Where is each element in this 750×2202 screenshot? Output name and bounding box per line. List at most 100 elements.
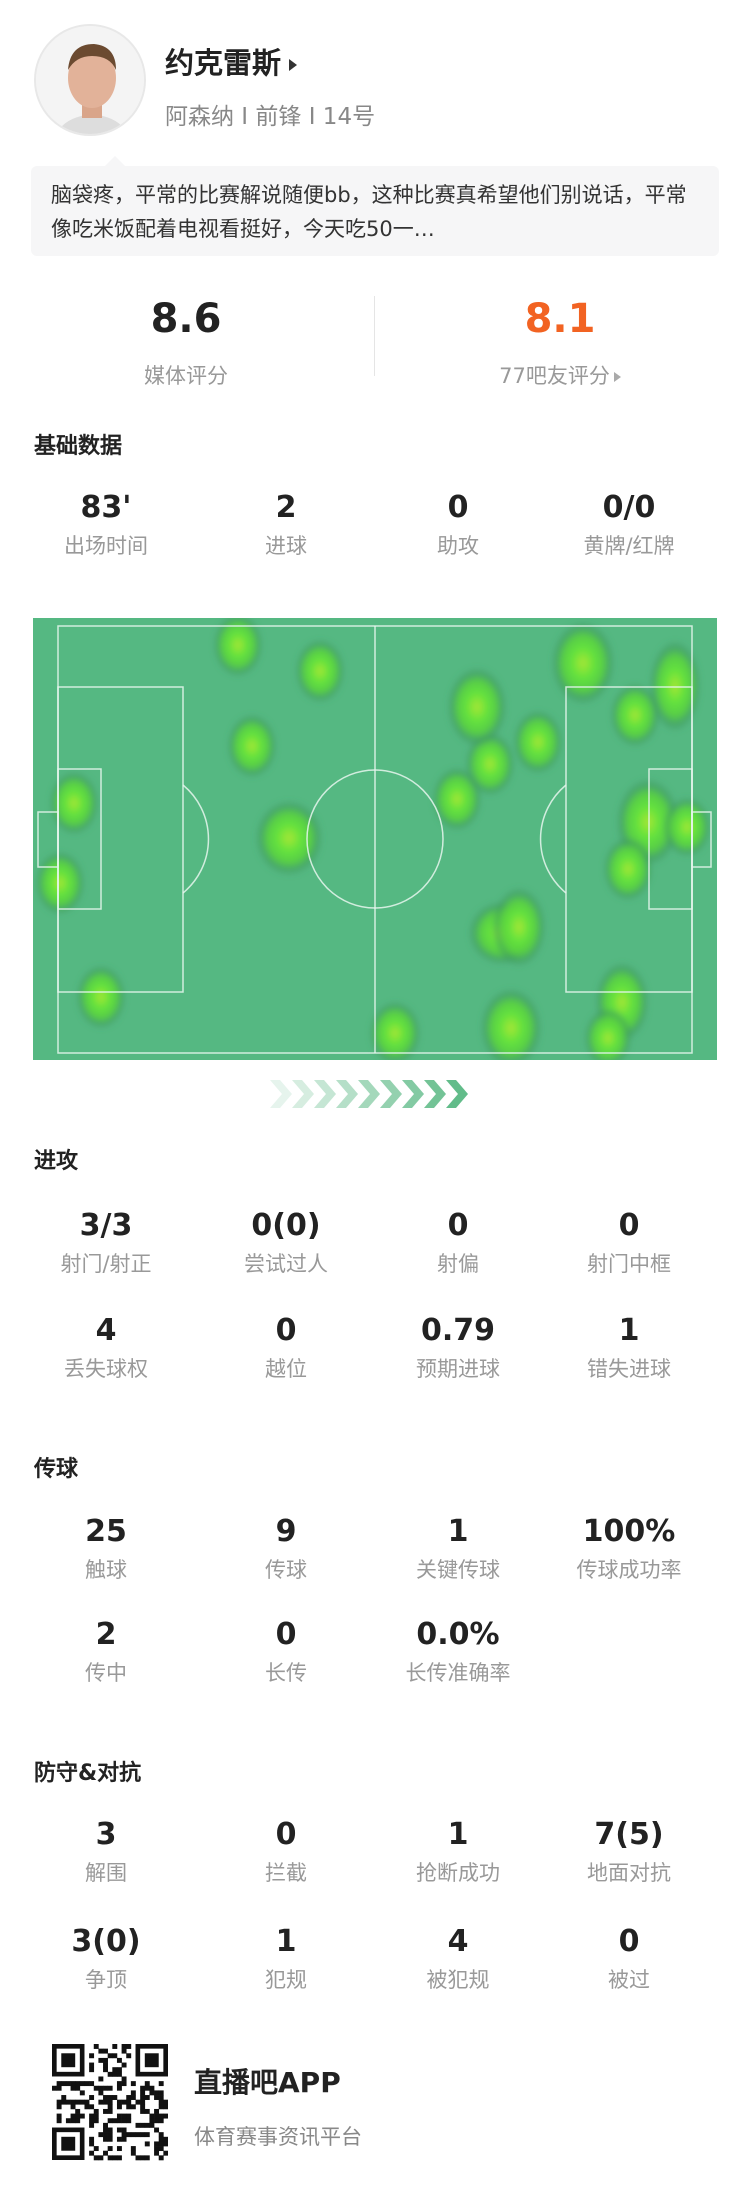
stat-value: 25 — [85, 1514, 127, 1549]
stat-value: 9 — [275, 1514, 297, 1549]
stat-item: 0/0 黄牌/红牌 — [544, 490, 714, 562]
stat-label: 被犯规 — [426, 1968, 490, 1992]
player-avatar[interactable] — [34, 24, 146, 136]
stat-label: 射偏 — [437, 1252, 479, 1276]
stat-label: 越位 — [265, 1357, 307, 1381]
heat-spot — [76, 965, 126, 1029]
stat-value: 7(5) — [594, 1817, 664, 1852]
chevron-right-icon — [270, 1080, 292, 1108]
stat-item: 0.0% 长传准确率 — [373, 1617, 543, 1689]
stat-item: 83' 出场时间 — [21, 490, 191, 562]
stat-value: 0 — [447, 490, 469, 525]
chevron-right-icon — [446, 1080, 468, 1108]
heat-spot — [35, 851, 85, 915]
chevron-right-icon — [380, 1080, 402, 1108]
stat-label: 进球 — [265, 534, 307, 558]
heat-spot — [369, 1001, 421, 1060]
heat-spot — [49, 771, 99, 835]
stat-value: 0(0) — [251, 1208, 321, 1243]
section-title-defense: 防守&对抗 — [34, 1761, 142, 1786]
stat-item: 0 越位 — [201, 1313, 371, 1385]
stat-value: 1 — [447, 1514, 469, 1549]
stat-value: 3(0) — [71, 1924, 141, 1959]
stat-item: 3/3 射门/射正 — [21, 1208, 191, 1280]
stat-item: 0 拦截 — [201, 1817, 371, 1889]
stat-value: 0/0 — [602, 490, 656, 525]
chevron-right-icon — [358, 1080, 380, 1108]
stat-label: 触球 — [85, 1558, 127, 1582]
attack-direction-arrows — [270, 1080, 468, 1108]
stat-value: 1 — [447, 1817, 469, 1852]
stat-label: 错失进球 — [587, 1357, 671, 1381]
stat-item: 1 错失进球 — [544, 1313, 714, 1385]
media-rating-value: 8.6 — [150, 296, 222, 342]
app-tagline: 体育赛事资讯平台 — [194, 2125, 362, 2149]
stat-value: 0 — [618, 1208, 640, 1243]
stat-value: 4 — [447, 1924, 469, 1959]
stat-value: 1 — [618, 1313, 640, 1348]
stat-label: 犯规 — [265, 1968, 307, 1992]
heat-spot — [551, 621, 615, 705]
heat-spot — [432, 767, 482, 831]
stat-item: 1 抢断成功 — [373, 1817, 543, 1889]
stat-label: 争顶 — [85, 1968, 127, 1992]
heat-spot — [603, 837, 653, 901]
divider — [374, 296, 375, 376]
stat-value: 0 — [275, 1313, 297, 1348]
player-name[interactable]: 约克雷斯 — [165, 40, 298, 82]
stat-value: 2 — [275, 490, 297, 525]
stat-item: 4 丢失球权 — [21, 1313, 191, 1385]
heat-spot — [480, 988, 542, 1060]
heat-spot — [492, 887, 546, 967]
stat-item: 1 犯规 — [201, 1924, 371, 1996]
stat-label: 长传准确率 — [405, 1661, 511, 1685]
stat-label: 射门中框 — [587, 1252, 671, 1276]
heat-spot — [255, 800, 323, 876]
section-title-passing: 传球 — [34, 1457, 79, 1482]
chevron-right-icon — [402, 1080, 424, 1108]
heatmap-pitch — [33, 618, 717, 1060]
stat-label: 预期进球 — [416, 1357, 500, 1381]
pitch-lines — [37, 625, 712, 1054]
stat-item: 2 进球 — [201, 490, 371, 562]
stat-value: 0.0% — [416, 1617, 500, 1652]
stat-item: 0 射偏 — [373, 1208, 543, 1280]
stat-value: 0 — [618, 1924, 640, 1959]
stat-item: 100% 传球成功率 — [544, 1514, 714, 1586]
stat-label: 拦截 — [265, 1861, 307, 1885]
qr-code — [52, 2044, 168, 2163]
stat-label: 黄牌/红牌 — [583, 534, 675, 558]
stat-item: 0 射门中框 — [544, 1208, 714, 1280]
heat-spot — [513, 710, 563, 774]
stat-label: 解围 — [85, 1861, 127, 1885]
heat-spot — [295, 639, 345, 703]
stat-value: 4 — [95, 1313, 117, 1348]
stat-value: 1 — [275, 1924, 297, 1959]
stat-item: 0 长传 — [201, 1617, 371, 1689]
stat-label: 地面对抗 — [587, 1861, 671, 1885]
stat-item: 3(0) 争顶 — [21, 1924, 191, 1996]
fan-rating-button[interactable]: 77吧友评分 — [410, 360, 710, 390]
heat-spot — [213, 618, 263, 677]
app-name: 直播吧APP — [194, 2066, 341, 2099]
comment-text: 脑袋疼，平常的比赛解说随便bb，这种比赛真希望他们别说话，平常像吃米饭配着电视看… — [51, 183, 687, 241]
stat-value: 3/3 — [79, 1208, 133, 1243]
comment-bubble[interactable]: 脑袋疼，平常的比赛解说随便bb，这种比赛真希望他们别说话，平常像吃米饭配着电视看… — [31, 156, 719, 256]
stat-item: 0(0) 尝试过人 — [201, 1208, 371, 1280]
stat-label: 长传 — [265, 1661, 307, 1685]
stat-label: 传球成功率 — [576, 1558, 682, 1582]
stat-label: 传球 — [265, 1558, 307, 1582]
chevron-right-icon — [292, 1080, 314, 1108]
fan-rating-label: 77吧友评分 — [499, 364, 610, 388]
stat-label: 被过 — [608, 1968, 650, 1992]
arrow-right-icon — [289, 59, 298, 71]
stat-item: 25 触球 — [21, 1514, 191, 1586]
stat-label: 助攻 — [437, 534, 479, 558]
heat-spot — [227, 714, 277, 778]
stat-item: 2 传中 — [21, 1617, 191, 1689]
media-rating-label: 媒体评分 — [144, 364, 228, 388]
arrow-right-icon — [613, 372, 621, 382]
stat-value: 100% — [582, 1514, 676, 1549]
heat-spot — [649, 640, 701, 732]
stat-value: 0 — [275, 1617, 297, 1652]
